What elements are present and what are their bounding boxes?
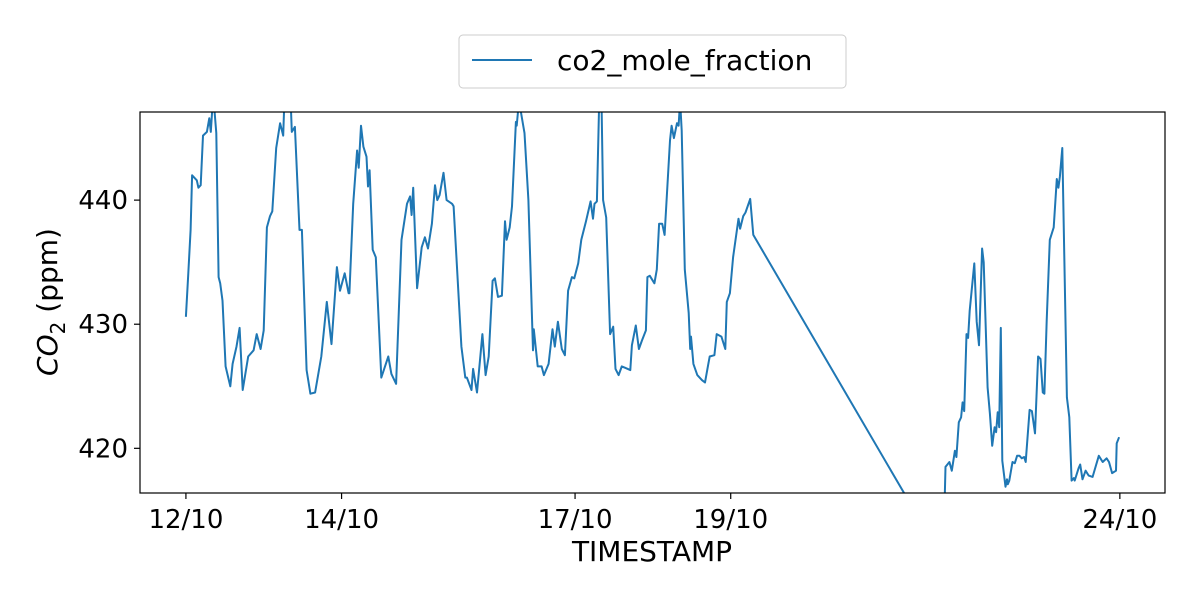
x-tick-label: 17/10 [538,505,613,535]
y-axis-label: CO2 (ppm) [31,228,70,376]
legend-label: co2_mole_fraction [557,44,812,77]
x-tick-label: 24/10 [1082,505,1157,535]
x-tick-label: 14/10 [304,505,379,535]
x-tick-label: 19/10 [693,505,768,535]
y-tick-label: 440 [78,186,128,216]
legend-box [458,34,847,89]
plot-frame [139,111,1166,494]
y-axis-label-subscript: 2 [46,322,70,335]
y-axis-label-main: CO [31,334,64,376]
series-line-co2_mole_fraction [184,112,1121,493]
y-tick-label: 430 [78,310,128,340]
x-tick-label: 12/10 [148,505,223,535]
x-axis: 12/10 14/10 17/10 19/10 24/10 [148,493,1157,535]
legend: co2_mole_fraction [458,34,847,89]
y-axis: 420 430 440 [78,186,140,464]
x-axis-label: TIMESTAMP [571,535,732,568]
y-axis-label-unit: (ppm) [31,228,64,322]
y-tick-label: 420 [78,434,128,464]
series-group [184,112,1121,493]
